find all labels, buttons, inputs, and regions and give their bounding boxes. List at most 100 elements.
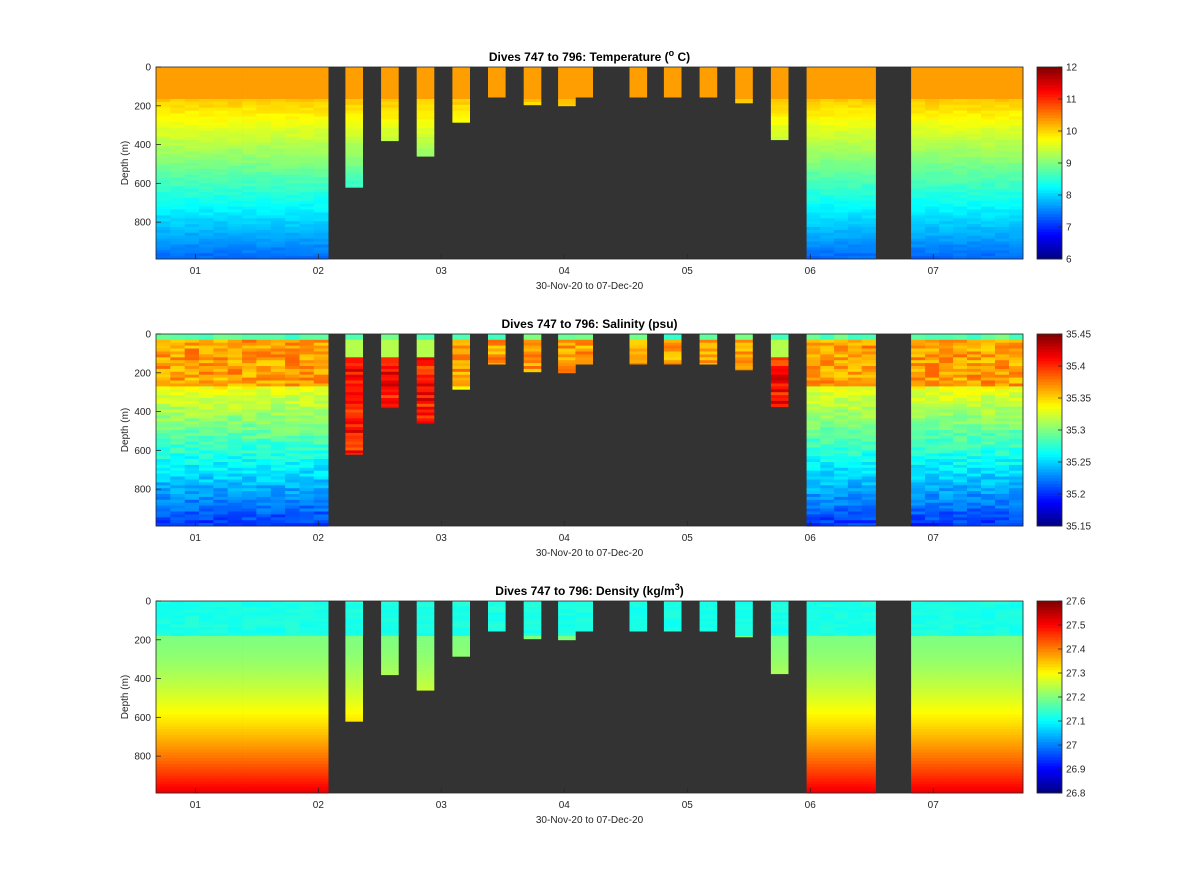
heatmap-cell <box>345 650 363 654</box>
heatmap-cell <box>861 180 876 184</box>
heatmap-cell <box>156 163 171 167</box>
colorbar-segment <box>1037 520 1062 524</box>
heatmap-cell <box>1009 192 1024 196</box>
heatmap-cell <box>911 432 926 437</box>
heatmap-cell <box>416 400 435 405</box>
heatmap-cell <box>170 665 185 669</box>
heatmap-cell <box>629 78 648 82</box>
heatmap-cell <box>299 392 315 396</box>
heatmap-cell <box>953 72 968 77</box>
heatmap-cell <box>558 81 576 85</box>
heatmap-cell <box>199 749 214 753</box>
heatmap-cell <box>170 621 185 625</box>
heatmap-cell <box>199 415 214 419</box>
heatmap-cell <box>416 374 435 378</box>
heatmap-cell <box>285 206 300 210</box>
heatmap-cell <box>806 450 821 454</box>
heatmap-cell <box>285 778 300 782</box>
heatmap-cell <box>834 244 849 248</box>
heatmap-cell <box>575 354 593 358</box>
heatmap-cell <box>285 763 300 768</box>
heatmap-cell <box>256 644 272 648</box>
heatmap-cell <box>953 154 968 158</box>
heatmap-cell <box>184 368 200 373</box>
heatmap-cell <box>861 238 876 242</box>
heatmap-cell <box>995 336 1010 341</box>
heatmap-cell <box>213 749 229 753</box>
heatmap-cell <box>663 354 682 358</box>
heatmap-cell <box>806 351 821 355</box>
colorbar-segment <box>1037 448 1062 452</box>
y-axis-label: Depth (m) <box>120 141 131 185</box>
heatmap-cell <box>156 781 171 785</box>
heatmap-cell <box>1009 491 1024 495</box>
heatmap-cell <box>285 444 300 448</box>
heatmap-cell <box>1009 203 1024 207</box>
heatmap-cell <box>242 502 257 506</box>
colorbar-segment <box>1037 232 1062 236</box>
heatmap-cell <box>213 685 229 689</box>
heatmap-cell <box>939 342 954 346</box>
heatmap-cell <box>834 221 849 225</box>
heatmap-cell <box>256 69 272 74</box>
heatmap-cell <box>227 731 243 736</box>
heatmap-cell <box>213 746 229 750</box>
heatmap-cell <box>806 238 821 242</box>
heatmap-cell <box>820 496 835 501</box>
colorbar-segment <box>1037 67 1062 71</box>
heatmap-cell <box>270 197 286 202</box>
heatmap-cell <box>270 122 286 126</box>
heatmap-cell <box>256 766 272 771</box>
heatmap-cell <box>911 473 926 477</box>
heatmap-cell <box>256 238 272 242</box>
heatmap-cell <box>270 473 286 477</box>
heatmap-cell <box>313 508 329 512</box>
heatmap-cell <box>213 717 229 721</box>
heatmap-cell <box>953 256 968 260</box>
heatmap-cell <box>953 192 968 196</box>
heatmap-cell <box>981 520 996 524</box>
heatmap-cell <box>170 163 185 167</box>
heatmap-cell <box>184 427 200 431</box>
heatmap-cell <box>170 473 185 477</box>
colorbar-segment <box>1037 196 1062 200</box>
heatmap-cell <box>995 470 1010 474</box>
heatmap-cell <box>806 409 821 413</box>
heatmap-cell <box>184 697 200 701</box>
heatmap-cell <box>847 485 863 489</box>
heatmap-cell <box>575 603 593 608</box>
colorbar-segment <box>1037 130 1062 134</box>
heatmap-cell <box>213 702 229 707</box>
heatmap-cell <box>270 520 286 524</box>
heatmap-cell <box>981 203 996 207</box>
heatmap-cell <box>184 107 200 111</box>
heatmap-cell <box>967 154 982 158</box>
heatmap-cell <box>156 772 171 776</box>
heatmap-cell <box>156 200 171 205</box>
heatmap-cell <box>939 87 954 91</box>
heatmap-cell <box>156 360 171 364</box>
heatmap-cell <box>861 430 876 434</box>
heatmap-cell <box>156 139 171 143</box>
heatmap-cell <box>242 409 257 413</box>
heatmap-cell <box>285 78 300 82</box>
heatmap-cell <box>820 377 835 381</box>
heatmap-cell <box>925 113 940 117</box>
heatmap-cell <box>213 511 229 515</box>
heatmap-cell <box>925 482 940 486</box>
heatmap-cell <box>381 67 399 71</box>
heatmap-cell <box>925 427 940 431</box>
heatmap-cell <box>227 241 243 245</box>
heatmap-cell <box>861 363 876 367</box>
heatmap-cell <box>995 380 1010 384</box>
heatmap-cell <box>199 197 214 202</box>
heatmap-cell <box>242 650 257 654</box>
heatmap-cell <box>285 717 300 721</box>
heatmap-cell <box>861 415 876 419</box>
heatmap-cell <box>523 339 542 344</box>
heatmap-cell <box>242 90 257 94</box>
heatmap-cell <box>735 615 753 619</box>
heatmap-cell <box>184 615 200 619</box>
heatmap-cell <box>213 612 229 616</box>
heatmap-cell <box>156 215 171 219</box>
